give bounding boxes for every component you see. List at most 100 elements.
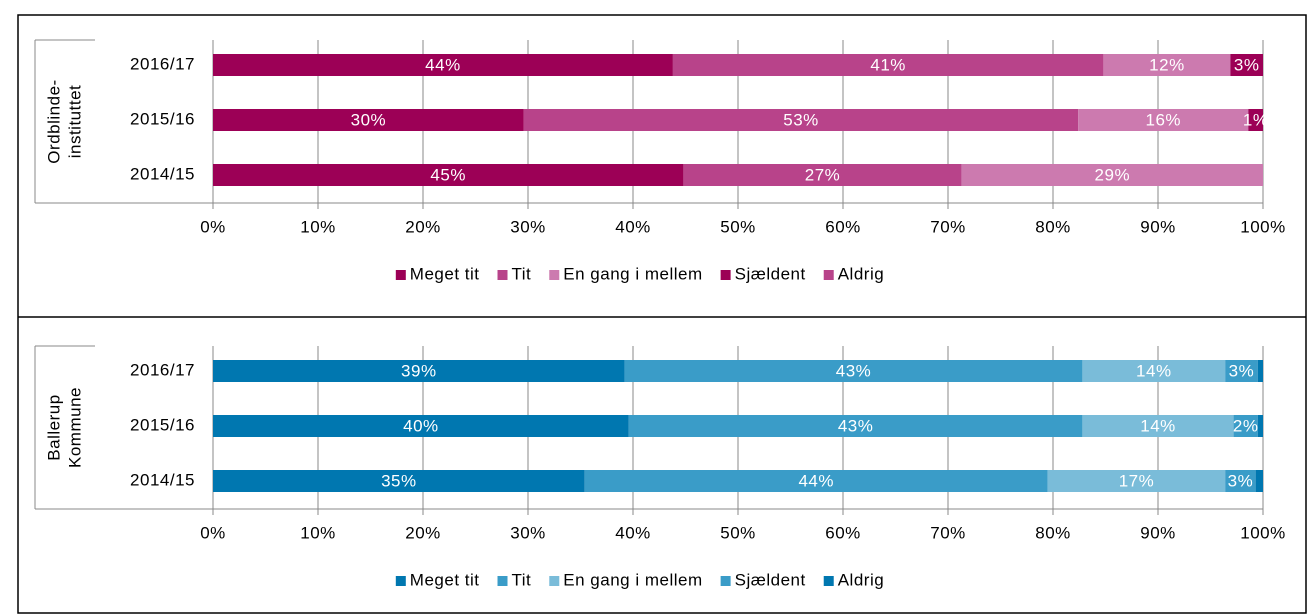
x-tick-label: 50% — [720, 523, 756, 542]
bar-segment — [213, 360, 625, 382]
bar-segment — [213, 54, 673, 76]
x-tick-label: 100% — [1240, 217, 1285, 236]
legend-marker — [720, 576, 731, 586]
data-label: 29% — [1095, 165, 1131, 184]
legend-label: En gang i mellem — [563, 570, 702, 589]
data-label: 12% — [1149, 55, 1185, 74]
panel-border — [17, 14, 1307, 614]
data-label: 17% — [1119, 471, 1155, 490]
legend-marker — [549, 270, 560, 280]
x-tick-label: 0% — [200, 523, 226, 542]
x-tick-label: 50% — [720, 217, 756, 236]
bar-segment — [584, 470, 1048, 492]
legend-marker — [497, 270, 508, 280]
legend-label: En gang i mellem — [563, 264, 702, 283]
legend-marker — [497, 576, 508, 586]
data-label: 14% — [1140, 416, 1176, 435]
x-tick-label: 30% — [510, 217, 546, 236]
group-label: Ordblinde- — [44, 79, 63, 163]
x-tick-label: 20% — [405, 217, 441, 236]
group-label: Kommune — [65, 387, 84, 468]
x-tick-label: 100% — [1240, 523, 1285, 542]
legend-label: Meget tit — [410, 264, 480, 283]
bar-segment — [1257, 415, 1263, 437]
legend-label: Aldrig — [838, 570, 884, 589]
bar-segment — [1082, 415, 1234, 437]
legend-marker — [823, 270, 834, 280]
data-label: 45% — [430, 165, 466, 184]
x-tick-label: 10% — [300, 217, 336, 236]
bar-segment — [1047, 470, 1226, 492]
bar-segment — [1255, 470, 1263, 492]
group-label: instituttet — [65, 85, 84, 159]
y-tick-label: 2016/17 — [130, 54, 195, 73]
bar-segment — [961, 164, 1263, 186]
x-tick-label: 40% — [615, 217, 651, 236]
data-label: 43% — [836, 361, 872, 380]
bar-segment — [1248, 109, 1263, 131]
bar-segment — [213, 109, 524, 131]
y-tick-label: 2016/17 — [130, 360, 195, 379]
data-label: 44% — [425, 55, 461, 74]
data-label: 3% — [1229, 361, 1255, 380]
data-label: 44% — [798, 471, 834, 490]
legend-label: Sjældent — [735, 264, 806, 283]
bar-segment — [624, 360, 1083, 382]
bar-segment — [213, 164, 684, 186]
y-tick-label: 2015/16 — [130, 415, 195, 434]
bar-segment — [1233, 415, 1258, 437]
x-tick-label: 80% — [1035, 217, 1071, 236]
legend-marker — [823, 576, 834, 586]
group-label: Ballerup — [44, 394, 63, 460]
data-label: 16% — [1145, 110, 1181, 129]
legend-marker — [395, 576, 406, 586]
legend-label: Aldrig — [838, 264, 884, 283]
data-label: 27% — [805, 165, 841, 184]
legend-marker — [549, 576, 560, 586]
legend-label: Tit — [512, 570, 532, 589]
y-tick-label: 2014/15 — [130, 164, 195, 183]
bar-segment — [523, 109, 1079, 131]
bar-segment — [1230, 54, 1263, 76]
data-label: 40% — [403, 416, 439, 435]
x-tick-label: 70% — [930, 523, 966, 542]
legend-label: Meget tit — [410, 570, 480, 589]
data-label: 3% — [1234, 55, 1260, 74]
x-tick-label: 40% — [615, 523, 651, 542]
x-tick-label: 90% — [1140, 523, 1176, 542]
data-label: 39% — [401, 361, 437, 380]
bar-segment — [672, 54, 1104, 76]
x-tick-label: 70% — [930, 217, 966, 236]
x-tick-label: 30% — [510, 523, 546, 542]
x-tick-label: 80% — [1035, 523, 1071, 542]
data-label: 2% — [1233, 416, 1259, 435]
bar-segment — [683, 164, 962, 186]
data-label: 41% — [870, 55, 906, 74]
x-tick-label: 10% — [300, 523, 336, 542]
bar-segment — [213, 415, 629, 437]
data-label: 14% — [1136, 361, 1172, 380]
x-tick-label: 20% — [405, 523, 441, 542]
bar-segment — [213, 470, 585, 492]
data-label: 43% — [838, 416, 874, 435]
legend-marker — [395, 270, 406, 280]
x-tick-label: 0% — [200, 217, 226, 236]
y-tick-label: 2014/15 — [130, 470, 195, 489]
data-label: 53% — [783, 110, 819, 129]
bar-segment — [1082, 360, 1226, 382]
legend-label: Sjældent — [735, 570, 806, 589]
bar-segment — [1257, 360, 1263, 382]
bar-segment — [1225, 360, 1258, 382]
data-label: 30% — [351, 110, 387, 129]
bar-segment — [1225, 470, 1256, 492]
legend-label: Tit — [512, 264, 532, 283]
x-tick-label: 90% — [1140, 217, 1176, 236]
data-label: 3% — [1228, 471, 1254, 490]
legend-marker — [720, 270, 731, 280]
bar-segment — [1078, 109, 1249, 131]
bar-segment — [1103, 54, 1231, 76]
data-label: 35% — [381, 471, 417, 490]
data-label: 1% — [1243, 110, 1269, 129]
